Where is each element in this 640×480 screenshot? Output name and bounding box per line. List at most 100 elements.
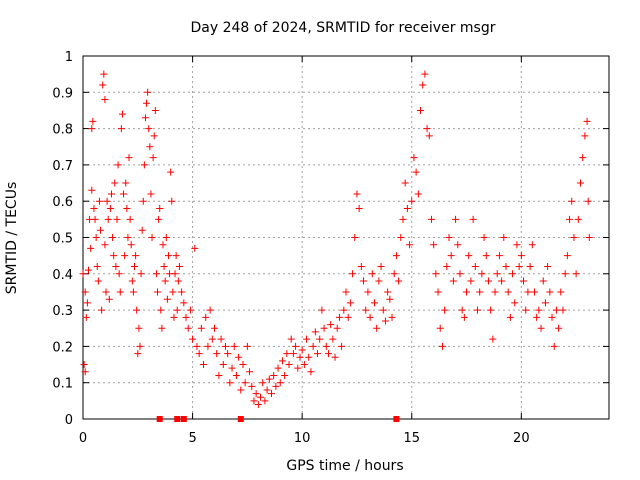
data-point bbox=[91, 215, 99, 223]
data-point bbox=[320, 324, 328, 332]
data-point bbox=[443, 263, 451, 271]
data-point bbox=[517, 252, 525, 260]
data-point bbox=[243, 342, 251, 350]
data-point bbox=[528, 241, 536, 249]
data-point bbox=[129, 288, 137, 296]
data-point bbox=[158, 324, 166, 332]
data-point bbox=[463, 288, 471, 296]
data-point bbox=[230, 342, 238, 350]
data-point bbox=[583, 117, 591, 125]
axis-marker bbox=[156, 416, 163, 422]
data-point bbox=[141, 114, 149, 122]
x-tick-label: 10 bbox=[294, 431, 311, 446]
data-point bbox=[88, 125, 96, 133]
data-point bbox=[276, 379, 284, 387]
data-point bbox=[386, 295, 394, 303]
data-point bbox=[445, 234, 453, 241]
data-point bbox=[208, 335, 216, 343]
data-point bbox=[530, 288, 538, 296]
data-point bbox=[436, 324, 444, 332]
data-point bbox=[535, 306, 543, 314]
data-point bbox=[300, 361, 308, 369]
data-point bbox=[115, 270, 123, 278]
data-point bbox=[471, 263, 479, 271]
data-point bbox=[84, 266, 92, 274]
data-point bbox=[111, 179, 119, 187]
data-point bbox=[364, 288, 372, 296]
data-point bbox=[143, 99, 151, 107]
data-point bbox=[570, 234, 578, 241]
data-point bbox=[294, 364, 302, 372]
data-point bbox=[184, 324, 192, 332]
data-point bbox=[270, 371, 278, 379]
data-point bbox=[344, 313, 352, 321]
data-point bbox=[537, 324, 545, 332]
data-point bbox=[226, 379, 234, 387]
data-point bbox=[186, 306, 194, 314]
data-point bbox=[355, 204, 363, 212]
data-point bbox=[200, 361, 208, 369]
data-point bbox=[408, 197, 416, 205]
y-tick-label: 0.7 bbox=[52, 159, 73, 174]
chart-title: Day 248 of 2024, SRMTID for receiver msg… bbox=[191, 20, 496, 36]
data-point bbox=[555, 324, 563, 332]
data-point bbox=[98, 306, 106, 314]
data-point bbox=[97, 226, 105, 234]
data-point bbox=[110, 252, 118, 260]
data-point bbox=[274, 364, 282, 372]
data-point bbox=[90, 204, 98, 212]
data-point bbox=[259, 379, 267, 387]
data-point bbox=[127, 241, 135, 249]
data-point bbox=[515, 263, 523, 271]
data-point bbox=[340, 306, 348, 314]
data-point bbox=[511, 299, 519, 307]
data-point bbox=[498, 277, 506, 285]
data-point bbox=[178, 288, 186, 296]
data-point bbox=[309, 342, 317, 350]
data-point bbox=[140, 161, 148, 169]
data-point bbox=[289, 350, 297, 358]
data-point bbox=[206, 306, 214, 314]
data-point bbox=[397, 234, 405, 241]
data-point bbox=[526, 263, 534, 271]
data-point bbox=[175, 263, 183, 271]
data-point bbox=[373, 324, 381, 332]
plot-frame bbox=[82, 55, 610, 420]
data-point bbox=[170, 313, 178, 321]
x-axis-label: GPS time / hours bbox=[286, 458, 403, 474]
data-point bbox=[163, 295, 171, 303]
data-point bbox=[419, 81, 427, 89]
data-point bbox=[331, 353, 339, 361]
data-point bbox=[557, 288, 565, 296]
y-tick-label: 0.3 bbox=[52, 304, 73, 319]
data-point bbox=[265, 375, 273, 383]
data-point bbox=[81, 368, 89, 376]
data-point bbox=[152, 270, 160, 278]
data-point bbox=[539, 277, 547, 285]
x-tick-label: 15 bbox=[403, 431, 420, 446]
data-point bbox=[137, 270, 145, 278]
data-point bbox=[263, 386, 271, 394]
data-point bbox=[403, 204, 411, 212]
data-point bbox=[368, 270, 376, 278]
data-point bbox=[489, 335, 497, 343]
data-point bbox=[417, 106, 425, 114]
data-point bbox=[559, 306, 567, 314]
data-point bbox=[544, 263, 552, 271]
data-point bbox=[82, 313, 90, 321]
data-point bbox=[173, 306, 181, 314]
y-tick-label: 0.9 bbox=[52, 86, 73, 101]
data-point bbox=[114, 161, 122, 169]
data-point bbox=[469, 215, 477, 223]
data-point bbox=[219, 361, 227, 369]
data-point bbox=[421, 70, 429, 78]
data-point bbox=[146, 143, 154, 151]
data-point bbox=[566, 215, 574, 223]
data-point bbox=[160, 263, 168, 271]
data-point bbox=[541, 299, 549, 307]
data-point bbox=[447, 252, 455, 260]
data-point bbox=[101, 241, 109, 249]
data-point bbox=[572, 270, 580, 278]
data-point bbox=[491, 288, 499, 296]
data-point bbox=[122, 179, 130, 187]
